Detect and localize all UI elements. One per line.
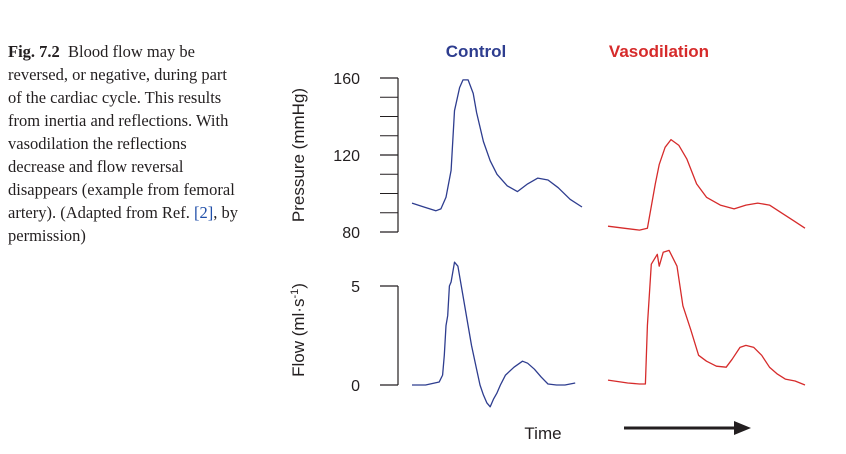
flow-axis-label-end: ): [289, 283, 308, 289]
traces: [411, 79, 806, 408]
vasodilation-header: Vasodilation: [609, 42, 709, 61]
flow-axis-label-sup: -1: [289, 289, 301, 299]
pressure-tick-label: 120: [333, 148, 360, 165]
flow-tick-label: 5: [351, 279, 360, 296]
reference-link[interactable]: [2]: [194, 203, 214, 222]
figure-caption: Fig. 7.2 Blood flow may be reversed, or …: [8, 40, 244, 247]
pressure-axis-label: Pressure (mmHg): [289, 88, 308, 222]
time-axis-label: Time: [524, 424, 561, 443]
figure-label: Fig. 7.2: [8, 42, 60, 61]
flow-trace-control: [412, 261, 576, 408]
caption-text: Blood flow may be reversed, or negative,…: [8, 42, 235, 222]
flow-tick-label: 0: [351, 378, 360, 395]
pressure-tick-label: 160: [333, 71, 360, 88]
flow-y-axis: 05: [351, 279, 399, 395]
pressure-tick-label: 80: [342, 225, 360, 242]
flow-axis-label: Flow (ml·s-1): [289, 283, 308, 377]
pressure-trace-control: [411, 79, 583, 212]
flow-trace-vasodilation: [607, 249, 806, 386]
pressure-y-axis: 80 120 160: [333, 71, 399, 242]
control-header: Control: [446, 42, 506, 61]
time-arrow-head: [734, 421, 751, 435]
flow-axis-label-main: Flow (ml·s: [289, 299, 308, 377]
caption-text-end: , by permission): [8, 203, 239, 245]
pressure-trace-vasodilation: [607, 138, 806, 231]
